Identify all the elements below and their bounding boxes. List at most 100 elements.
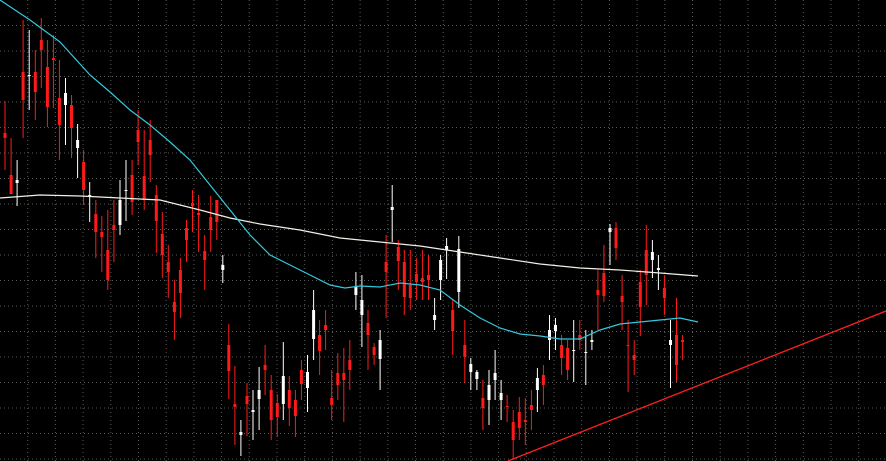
candlestick [203,235,207,290]
candle-body-bull [172,302,176,312]
candle-body-bull [632,355,636,360]
candle-body-bull [463,345,467,357]
candlestick [324,310,328,350]
candle-body-bull [541,375,545,385]
candlestick [626,320,630,392]
candle-body-bull [94,214,98,232]
candle-body-bull [620,296,624,302]
candle-body-bull [263,365,267,370]
candlestick [312,290,316,360]
candle-body-bull [293,400,297,416]
candlestick [287,376,291,426]
candlestick [257,367,261,430]
candlestick [318,320,322,375]
candle-body-bull [596,290,600,295]
candle-body-bull [681,340,685,342]
candlestick [76,124,80,178]
candle-body-bear [572,350,576,351]
candle-body-bull [396,247,400,261]
candle-body-bull [9,175,13,194]
candle-body-bear [281,376,285,404]
candlestick [185,220,188,262]
candlestick [112,200,116,262]
candle-body-bear [469,364,473,372]
candlestick [596,270,600,330]
candlestick [517,397,521,440]
candle-body-bull [100,232,104,237]
candlestick [354,272,358,310]
candlestick [94,200,98,258]
candlestick [299,360,303,400]
candlestick [505,395,509,422]
candle-body-bull [342,373,346,380]
candle-body-bull [57,98,61,125]
candlestick [439,255,443,300]
candle-body-bull [578,335,582,340]
candlestick [142,130,146,210]
candlestick [584,330,588,385]
candle-body-bull [130,175,134,202]
candle-body-bull [148,140,152,155]
candle-body-bear [457,249,461,292]
candlestick [191,190,194,232]
candlestick [554,318,557,350]
support-trendline[interactable] [507,310,886,461]
candlestick [396,240,400,290]
candle-body-bull [33,72,37,92]
candle-body-bull [191,203,194,206]
candlestick [523,398,527,445]
candle-body-bull [324,325,328,330]
candle-body-bull [215,200,219,222]
candle-body-bear [257,390,261,399]
candlestick [614,222,618,260]
candle-body-bear [475,372,479,379]
candle-body-bear [64,93,67,105]
candlestick [366,310,370,370]
candlestick [3,101,7,170]
candle-body-bull [3,133,7,138]
candle-body-bull [51,58,55,60]
candlestick [136,110,140,165]
candlestick [33,50,37,120]
candlestick [457,236,461,308]
candle-body-bull [227,345,231,371]
candlestick [499,380,503,420]
candlestick [632,340,636,375]
candle-body-bear [239,432,243,435]
candlestick [402,250,406,315]
candlestick [620,275,624,330]
candlestick [39,18,43,88]
candle-body-bear [360,300,364,315]
candle-body-bull [142,176,146,200]
candlestick [681,335,685,360]
candlestick [481,380,485,430]
candlestick [336,353,340,400]
candlestick [251,390,255,440]
candlestick [408,250,412,310]
candle-body-bull [287,390,291,408]
candle-body-bull [330,398,334,405]
candle-body-bull [82,162,86,190]
candlestick [106,210,110,290]
candle-body-bull [366,323,370,335]
candlestick [221,255,225,283]
candlestick [118,180,122,235]
candle-body-bull [402,262,406,297]
candle-body-bear [650,252,654,260]
candle-body-bull [662,288,666,298]
candle-body-bull [275,403,279,417]
candlestick [475,370,479,390]
candlestick [487,370,491,425]
candle-body-bull [348,360,352,370]
candle-body-bear [88,195,92,196]
candle-body-bear [76,140,80,148]
candlestick [662,275,666,315]
candlestick [27,30,31,110]
candlestick-series [3,18,685,460]
candlestick [463,320,467,383]
candle-body-bull [185,228,188,240]
candle-body-bull [245,396,249,404]
candlestick [541,365,545,405]
